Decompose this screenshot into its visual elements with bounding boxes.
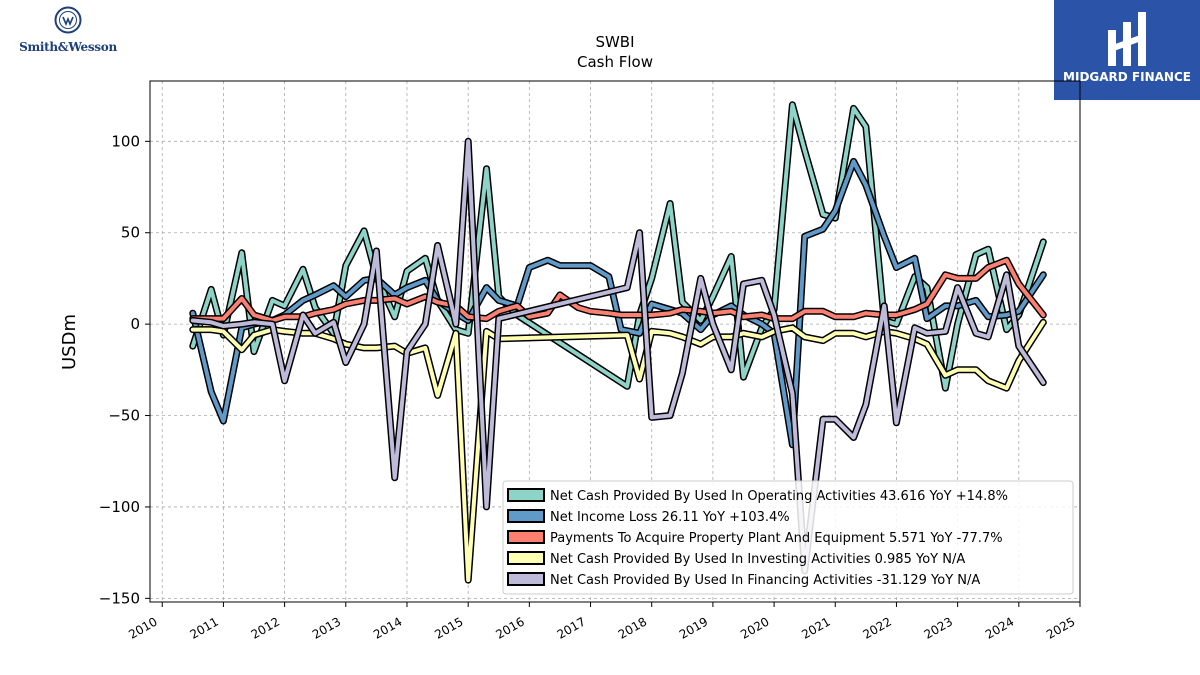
legend-swatch	[507, 572, 545, 586]
x-tick-label: 2011	[187, 614, 220, 641]
legend-entry: Net Income Loss 26.11 YoY +103.4%	[550, 510, 790, 525]
x-tick-label: 2023	[922, 614, 955, 641]
y-axis-label: USDm	[59, 314, 80, 370]
x-tick-label: 2010	[126, 614, 159, 641]
x-tick-label: 2022	[860, 614, 893, 641]
y-tick-label: 100	[111, 132, 140, 150]
y-tick-label: −100	[99, 498, 140, 516]
smith-wesson-seal-icon	[54, 6, 82, 34]
series-line	[190, 139, 1046, 573]
x-tick-label: 2012	[249, 614, 282, 641]
smith-wesson-logo: Smith&Wesson	[6, 6, 130, 58]
x-tick-label: 2013	[310, 614, 343, 641]
x-tick-label: 2018	[616, 614, 649, 641]
x-tick-label: 2020	[738, 614, 771, 641]
x-tick-label: 2015	[432, 614, 465, 641]
legend-entry: Net Cash Provided By Used In Operating A…	[550, 489, 1008, 504]
y-tick-label: 0	[130, 315, 140, 333]
legend-entry: Payments To Acquire Property Plant And E…	[550, 531, 1003, 546]
y-tick-label: 50	[121, 224, 140, 242]
x-tick-label: 2014	[371, 614, 404, 641]
midgard-finance-wordmark: MIDGARD FINANCE	[1063, 70, 1191, 84]
x-tick-label: 2016	[493, 614, 526, 641]
x-tick-label: 2024	[983, 614, 1016, 641]
legend-entry: Net Cash Provided By Used In Investing A…	[550, 552, 965, 567]
y-tick-label: −150	[99, 589, 140, 607]
legend-box	[502, 480, 1074, 595]
series-line	[190, 102, 1046, 391]
legend-swatch	[507, 530, 545, 544]
y-tick-label: −50	[108, 407, 140, 425]
plot-frame	[149, 80, 1081, 603]
x-tick-label: 2017	[555, 614, 588, 641]
chart-subtitle: Cash Flow	[577, 53, 653, 71]
series-line	[190, 159, 1046, 447]
smith-wesson-wordmark: Smith&Wesson	[19, 40, 117, 54]
x-tick-label: 2025	[1044, 614, 1077, 641]
legend-swatch	[507, 551, 545, 565]
chart-title: SWBI	[595, 33, 634, 51]
legend-swatch	[507, 488, 545, 502]
x-tick-label: 2021	[799, 614, 832, 641]
midgard-finance-logo: MIDGARD FINANCE	[1054, 0, 1200, 100]
x-tick-label: 2019	[677, 614, 710, 641]
legend-entry: Net Cash Provided By Used In Financing A…	[550, 573, 980, 588]
legend-swatch	[507, 509, 545, 523]
series-line	[190, 258, 1046, 323]
series-outline	[189, 101, 1047, 392]
midgard-finance-mark-icon	[1108, 12, 1146, 66]
series-outline	[189, 157, 1047, 449]
